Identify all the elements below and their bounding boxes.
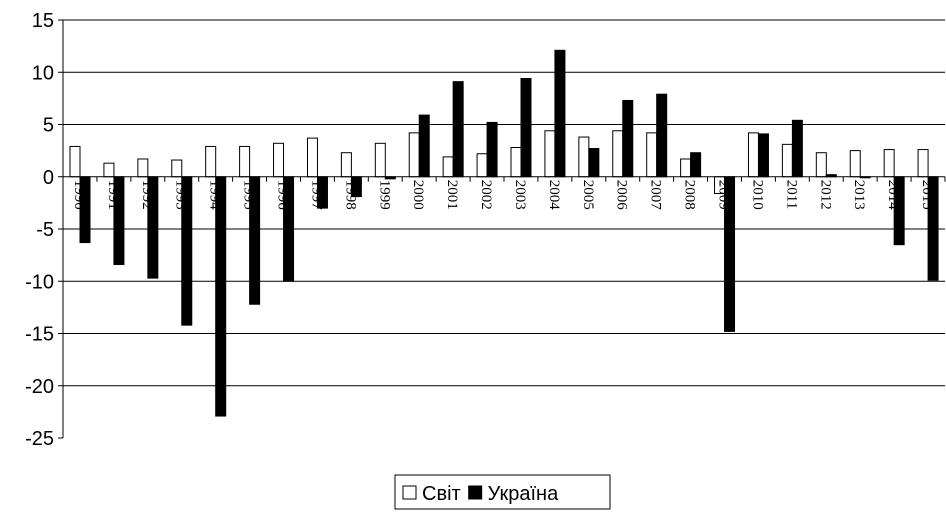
bar-series0-2007 — [646, 132, 658, 178]
bar-series0-1999 — [374, 142, 386, 178]
bar-series1-2006 — [622, 99, 634, 178]
bar-series0-1991 — [103, 162, 115, 178]
x-tick-label-1997: 1997 — [308, 180, 324, 211]
bar-series0-2011 — [781, 143, 793, 178]
y-tick-label-2: 5 — [43, 115, 54, 137]
y-tick-label-5: -10 — [25, 271, 54, 293]
y-tick-label-6: -15 — [25, 324, 54, 346]
axes — [58, 19, 946, 439]
x-tick-label-2005: 2005 — [580, 180, 596, 210]
bar-series1-2002 — [486, 121, 498, 178]
x-tick-label-2013: 2013 — [851, 180, 867, 210]
x-tick-label-1994: 1994 — [207, 180, 223, 211]
bar-series0-1997 — [306, 137, 318, 178]
x-tick-label-1995: 1995 — [241, 180, 257, 210]
bar-series0-1992 — [137, 158, 149, 178]
bar-series0-1990 — [69, 145, 81, 178]
x-tick-label-2011: 2011 — [783, 180, 799, 209]
bar-series0-1994 — [205, 145, 217, 178]
x-tick-label-2001: 2001 — [444, 180, 460, 210]
x-tick-labels: 1990 1991 1992 1993 1994 1995 1996 1997 1998 1999… — [71, 180, 935, 211]
x-tick-label-2004: 2004 — [546, 180, 562, 211]
y-tick-label-7: -20 — [25, 376, 54, 398]
y-tick-label-0: 15 — [32, 10, 54, 32]
bar-series0-2014 — [883, 149, 895, 178]
bar-series1-2004 — [554, 49, 566, 178]
y-tick-label-4: -5 — [36, 219, 54, 241]
bar-series1-2008 — [690, 152, 702, 178]
x-tick-label-2007: 2007 — [648, 180, 664, 211]
x-tick-label-1990: 1990 — [71, 180, 87, 210]
bar-series1-2000 — [418, 114, 430, 178]
bar-series1-1994 — [215, 176, 227, 417]
x-tick-label-1991: 1991 — [105, 180, 121, 210]
bar-series1-2011 — [791, 119, 803, 178]
legend-box — [394, 474, 611, 510]
legend: Світ Україна — [394, 474, 611, 510]
legend-swatch-0 — [402, 485, 417, 500]
bar-series0-1998 — [340, 152, 352, 178]
y-tick-labels: 15 10 5 0 -5 -10 -15 -20 -25 — [25, 10, 54, 450]
grid-lines — [63, 19, 945, 387]
bar-series0-2005 — [578, 136, 590, 178]
x-tick-label-1999: 1999 — [376, 180, 392, 210]
x-tick-label-1992: 1992 — [139, 180, 155, 210]
y-tick-label-3: 0 — [43, 167, 54, 189]
x-tick-label-2008: 2008 — [682, 180, 698, 210]
bar-series0-1995 — [239, 145, 251, 178]
bar-series0-2000 — [408, 132, 420, 178]
x-tick-label-2003: 2003 — [512, 180, 528, 210]
x-tick-label-2002: 2002 — [478, 180, 494, 210]
bar-series1-2003 — [520, 78, 532, 178]
y-tick-label-8: -25 — [25, 428, 54, 450]
legend-label-1: Україна — [488, 483, 559, 505]
x-tick-label-2012: 2012 — [817, 180, 833, 210]
x-tick-label-1993: 1993 — [173, 180, 189, 210]
bar-series0-2013 — [849, 150, 861, 178]
y-tick-label-1: 10 — [32, 62, 54, 84]
bar-series1-2005 — [588, 148, 600, 178]
x-tick-label-2009: 2009 — [716, 180, 732, 210]
x-tick-label-2006: 2006 — [614, 180, 630, 211]
bar-series1-2010 — [757, 133, 769, 178]
bar-series1-2001 — [452, 81, 464, 178]
bar-series1-2007 — [656, 93, 668, 178]
legend-swatch-1 — [468, 485, 483, 500]
bar-series0-2001 — [442, 156, 454, 178]
bar-series0-2012 — [815, 152, 827, 178]
legend-label-0: Світ — [422, 483, 461, 505]
x-tick-label-2015: 2015 — [919, 180, 935, 210]
bar-series0-2003 — [510, 146, 522, 178]
x-tick-label-2010: 2010 — [749, 180, 765, 210]
bar-series0-1996 — [273, 142, 285, 178]
bar-series0-1993 — [171, 159, 183, 178]
bars — [69, 49, 939, 417]
bar-series0-2008 — [680, 158, 692, 178]
x-tick-label-1996: 1996 — [275, 180, 291, 211]
bar-series0-2015 — [917, 149, 929, 178]
x-tick-label-2014: 2014 — [885, 180, 901, 211]
bar-series0-2002 — [476, 153, 488, 178]
x-tick-label-2000: 2000 — [410, 180, 426, 210]
bar-series0-2010 — [747, 132, 759, 178]
x-tick-label-1998: 1998 — [342, 180, 358, 210]
bar-series0-2004 — [544, 130, 556, 178]
bar-series0-2006 — [612, 130, 624, 178]
